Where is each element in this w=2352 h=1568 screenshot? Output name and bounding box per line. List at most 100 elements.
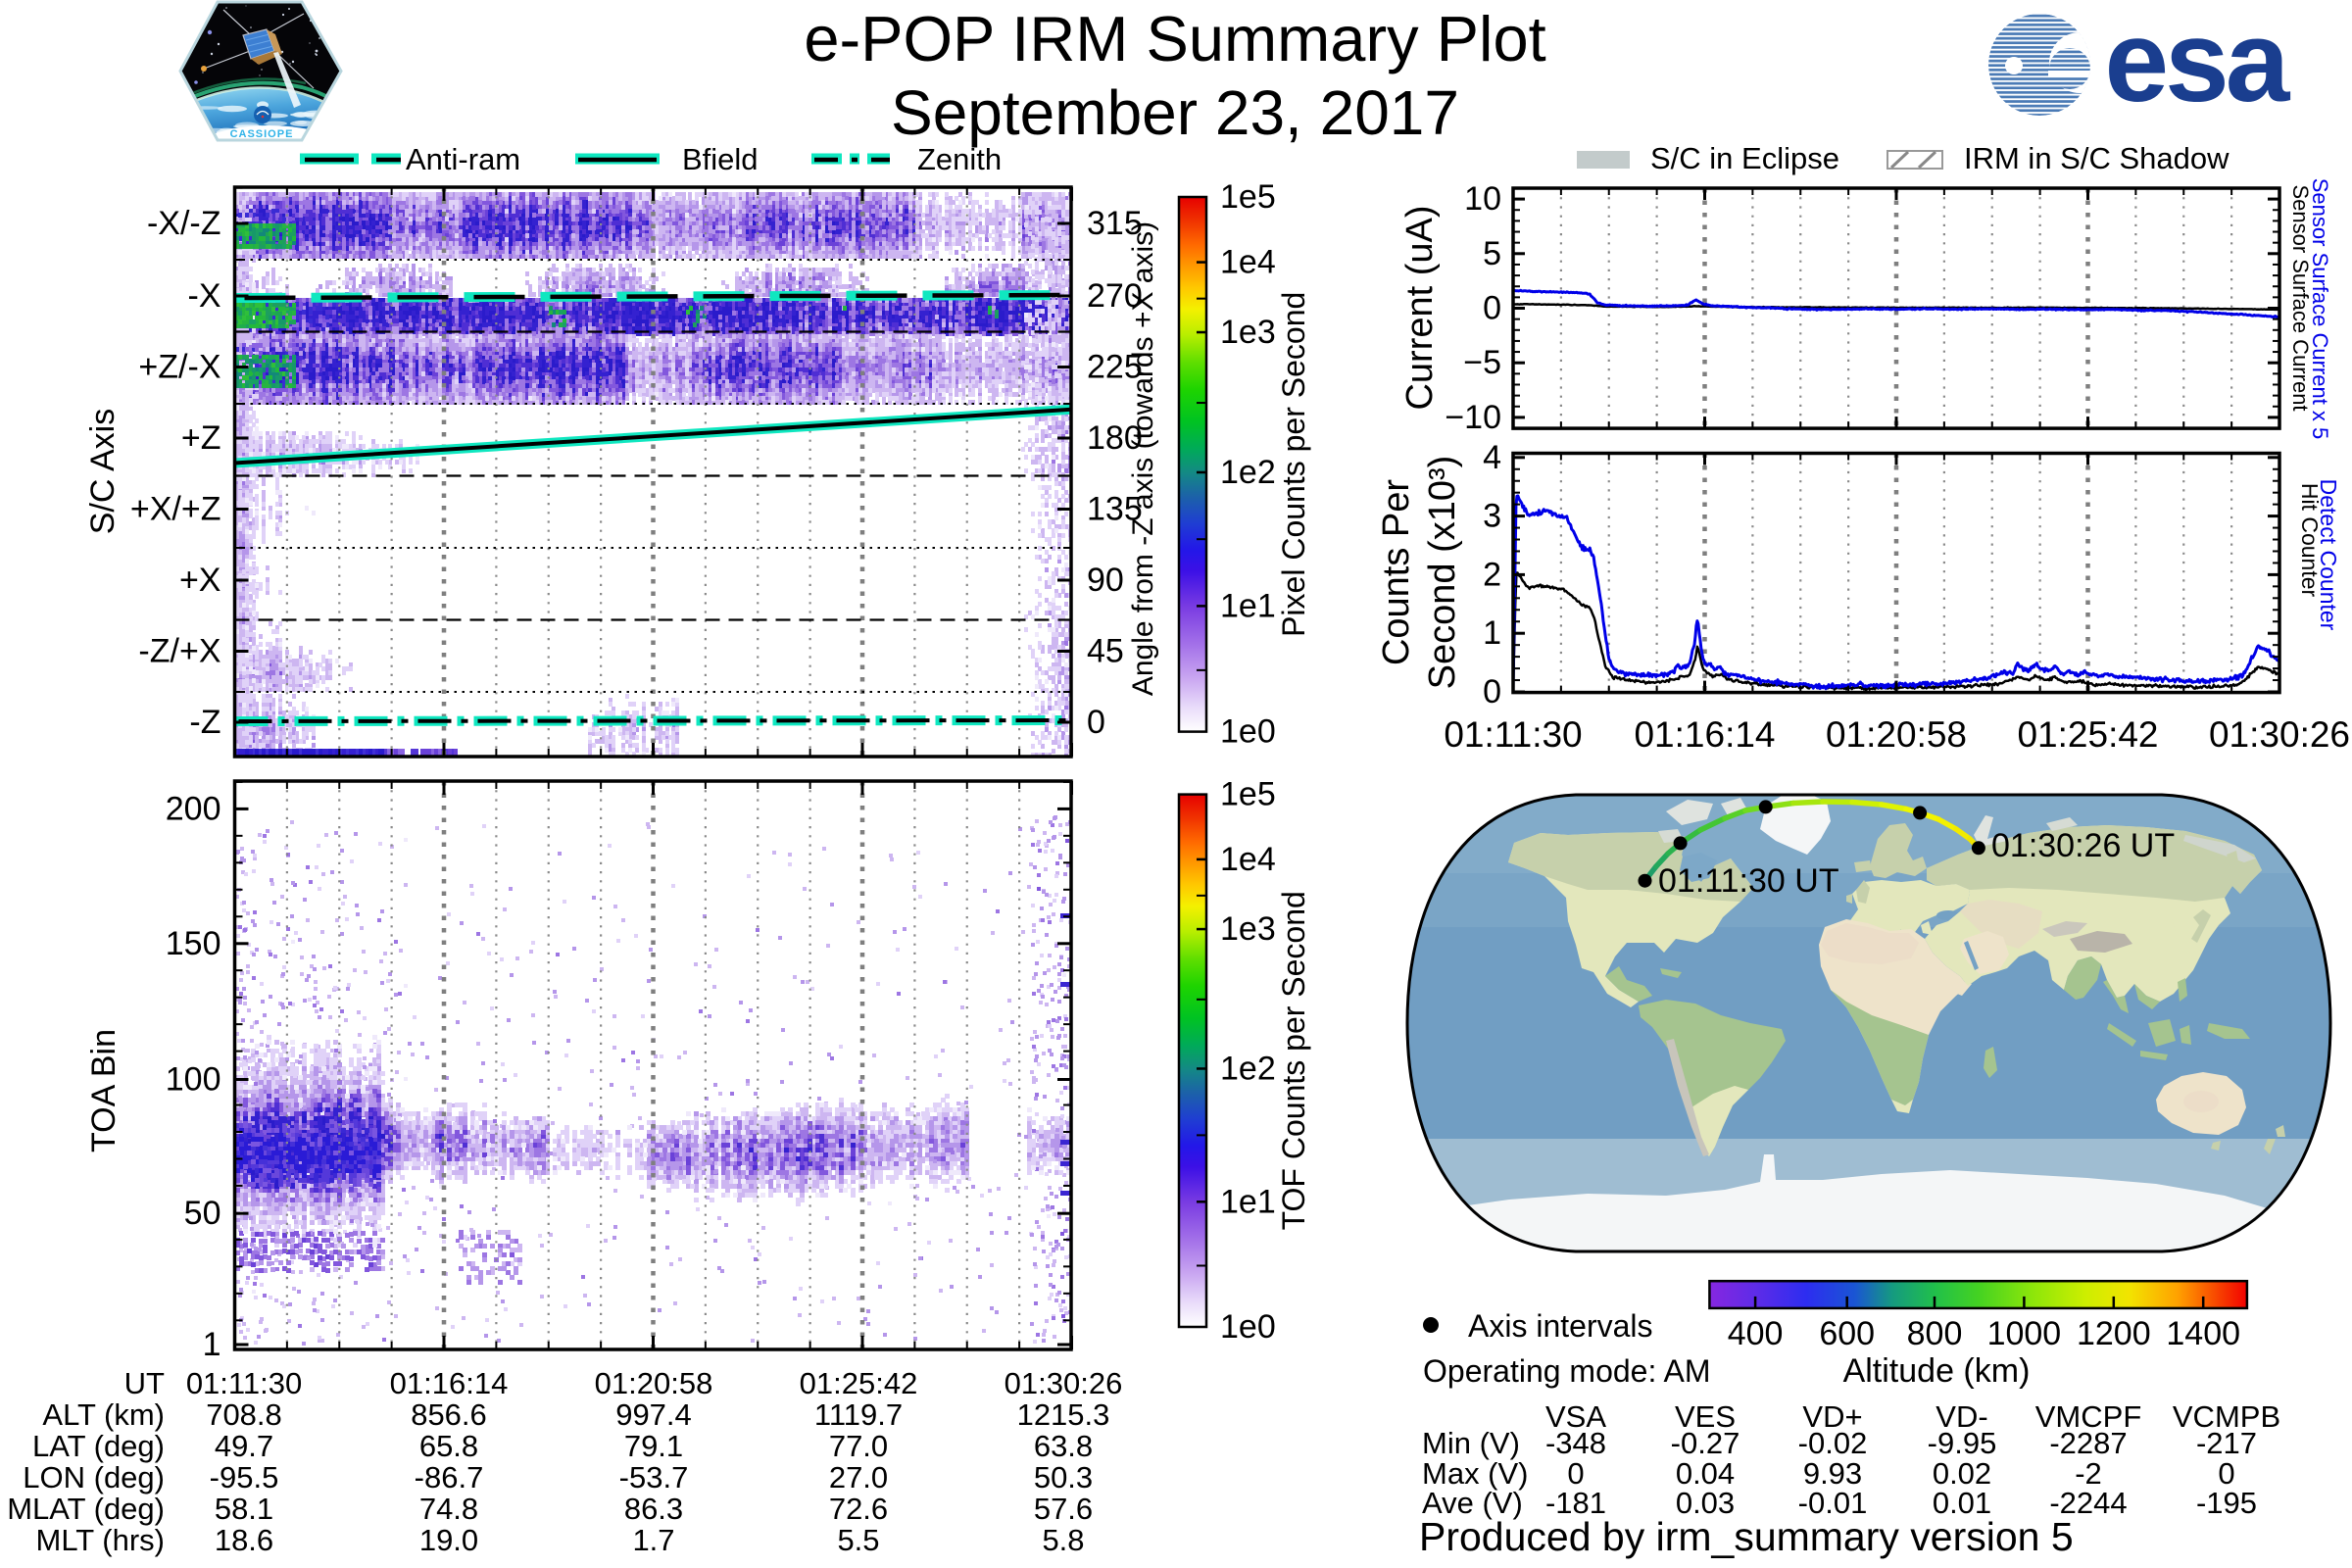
svg-text:01:20:58: 01:20:58 <box>595 1366 713 1400</box>
svg-text:0.03: 0.03 <box>1676 1486 1735 1520</box>
svg-text:September 23, 2017: September 23, 2017 <box>891 77 1459 148</box>
svg-text:0: 0 <box>1483 673 1501 710</box>
svg-text:-Z: -Z <box>189 704 220 741</box>
svg-text:1e3: 1e3 <box>1220 910 1276 948</box>
svg-text:10: 10 <box>1464 180 1501 218</box>
svg-text:-X/-Z: -X/-Z <box>147 205 221 242</box>
svg-text:Detect Counter: Detect Counter <box>2316 479 2341 631</box>
svg-text:-0.27: -0.27 <box>1671 1426 1740 1460</box>
svg-text:01:30:26: 01:30:26 <box>2209 714 2350 755</box>
svg-text:Produced by irm_summary versio: Produced by irm_summary version 5 <box>1419 1514 2074 1559</box>
svg-text:Counts Per: Counts Per <box>1376 479 1417 665</box>
svg-text:135: 135 <box>1087 491 1143 528</box>
svg-text:01:30:26 UT: 01:30:26 UT <box>1991 827 2175 864</box>
svg-text:+Z: +Z <box>181 419 221 457</box>
svg-text:9.93: 9.93 <box>1803 1456 1862 1491</box>
svg-text:50.3: 50.3 <box>1034 1460 1093 1494</box>
svg-text:Sensor Surface Current x 5: Sensor Surface Current x 5 <box>2308 178 2332 440</box>
svg-text:270: 270 <box>1087 277 1143 315</box>
svg-text:856.6: 856.6 <box>411 1397 487 1432</box>
svg-text:180: 180 <box>1087 419 1143 457</box>
svg-text:e-POP IRM Summary Plot: e-POP IRM Summary Plot <box>804 3 1545 74</box>
svg-text:LAT (deg): LAT (deg) <box>32 1429 165 1463</box>
svg-text:01:25:42: 01:25:42 <box>2017 714 2158 755</box>
svg-text:315: 315 <box>1087 205 1143 242</box>
svg-text:1200: 1200 <box>2077 1315 2151 1352</box>
svg-text:600: 600 <box>1819 1315 1875 1352</box>
svg-text:1e0: 1e0 <box>1220 713 1276 751</box>
svg-text:UT: UT <box>124 1366 165 1400</box>
svg-text:−5: −5 <box>1463 344 1501 381</box>
svg-text:150: 150 <box>166 925 221 962</box>
svg-text:+X: +X <box>179 562 221 599</box>
svg-text:1e4: 1e4 <box>1220 841 1276 878</box>
svg-text:01:16:14: 01:16:14 <box>1634 714 1775 755</box>
svg-text:Min (V): Min (V) <box>1422 1426 1520 1460</box>
svg-text:CASSIOPE: CASSIOPE <box>230 128 294 140</box>
svg-text:Altitude (km): Altitude (km) <box>1843 1352 2031 1390</box>
svg-text:0: 0 <box>1087 704 1105 741</box>
svg-text:-181: -181 <box>1545 1486 1606 1520</box>
svg-text:0: 0 <box>1483 290 1501 327</box>
svg-text:VD+: VD+ <box>1802 1399 1862 1434</box>
svg-text:1.7: 1.7 <box>632 1523 674 1557</box>
svg-text:Angle from -Z axis (towards +X: Angle from -Z axis (towards +X axis) <box>1127 221 1159 696</box>
svg-text:Second (x10³): Second (x10³) <box>1422 456 1463 690</box>
svg-text:-X: -X <box>188 277 221 315</box>
svg-text:1e3: 1e3 <box>1220 314 1276 351</box>
svg-text:esa: esa <box>2105 0 2291 126</box>
svg-text:100: 100 <box>166 1061 221 1099</box>
svg-text:MLT (hrs): MLT (hrs) <box>36 1523 165 1557</box>
svg-text:1000: 1000 <box>1987 1315 2062 1352</box>
svg-text:01:11:30: 01:11:30 <box>1444 714 1582 755</box>
svg-text:27.0: 27.0 <box>829 1460 888 1494</box>
svg-text:01:11:30 UT: 01:11:30 UT <box>1658 862 1839 900</box>
svg-text:01:25:42: 01:25:42 <box>800 1366 918 1400</box>
svg-text:Operating mode: AM: Operating mode: AM <box>1423 1353 1710 1389</box>
svg-text:4: 4 <box>1483 439 1501 476</box>
svg-text:3: 3 <box>1483 498 1501 535</box>
svg-text:Anti-ram: Anti-ram <box>406 142 520 176</box>
svg-text:1400: 1400 <box>2166 1315 2240 1352</box>
svg-text:1215.3: 1215.3 <box>1017 1397 1110 1432</box>
svg-text:01:11:30: 01:11:30 <box>186 1366 302 1400</box>
svg-text:1e1: 1e1 <box>1220 1183 1276 1220</box>
svg-text:0.02: 0.02 <box>1933 1456 1991 1491</box>
svg-text:57.6: 57.6 <box>1034 1492 1093 1526</box>
svg-text:225: 225 <box>1087 349 1143 386</box>
svg-text:19.0: 19.0 <box>419 1523 478 1557</box>
svg-text:-9.95: -9.95 <box>1928 1426 1997 1460</box>
svg-text:-195: -195 <box>2196 1486 2257 1520</box>
svg-text:65.8: 65.8 <box>419 1429 478 1463</box>
svg-text:TOA Bin: TOA Bin <box>85 1029 122 1152</box>
svg-text:Max (V): Max (V) <box>1422 1456 1529 1491</box>
svg-text:0.01: 0.01 <box>1933 1486 1991 1520</box>
svg-text:5: 5 <box>1483 235 1501 272</box>
svg-text:800: 800 <box>1907 1315 1963 1352</box>
svg-text:1e0: 1e0 <box>1220 1308 1276 1346</box>
svg-text:1e1: 1e1 <box>1220 587 1276 624</box>
svg-text:Current (uA): Current (uA) <box>1399 205 1441 410</box>
svg-text:-348: -348 <box>1545 1426 1606 1460</box>
svg-text:Hit Counter: Hit Counter <box>2297 483 2323 598</box>
svg-text:VSA: VSA <box>1545 1399 1606 1434</box>
svg-text:S/C Axis: S/C Axis <box>84 409 122 534</box>
svg-text:-217: -217 <box>2196 1426 2257 1460</box>
svg-text:1e4: 1e4 <box>1220 244 1276 281</box>
svg-text:-0.01: -0.01 <box>1798 1486 1868 1520</box>
svg-text:1e2: 1e2 <box>1220 1050 1276 1087</box>
svg-text:Zenith: Zenith <box>917 142 1002 176</box>
svg-text:01:20:58: 01:20:58 <box>1826 714 1967 755</box>
svg-text:400: 400 <box>1728 1315 1784 1352</box>
svg-text:Pixel Counts per Second: Pixel Counts per Second <box>1276 292 1311 637</box>
svg-text:Bfield: Bfield <box>682 142 759 176</box>
svg-text:708.8: 708.8 <box>206 1397 282 1432</box>
svg-text:0: 0 <box>2218 1456 2234 1491</box>
svg-text:S/C in Eclipse: S/C in Eclipse <box>1650 141 1839 175</box>
svg-text:79.1: 79.1 <box>624 1429 683 1463</box>
svg-text:-2: -2 <box>2075 1456 2102 1491</box>
svg-text:50: 50 <box>184 1195 221 1232</box>
svg-text:90: 90 <box>1087 562 1124 599</box>
svg-text:Axis intervals: Axis intervals <box>1468 1308 1653 1344</box>
svg-text:1e5: 1e5 <box>1220 776 1276 813</box>
